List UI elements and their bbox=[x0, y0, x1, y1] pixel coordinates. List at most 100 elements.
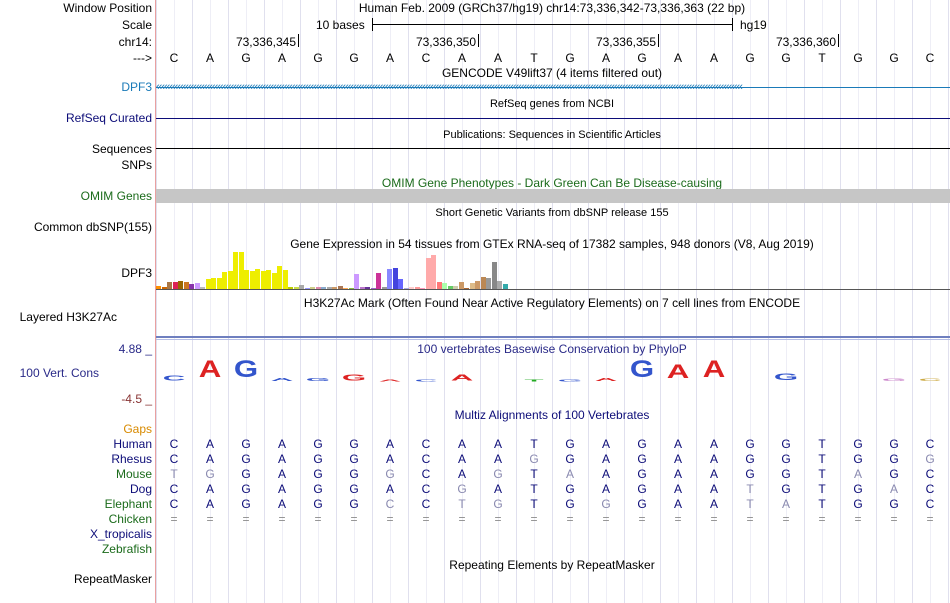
reference-base: A bbox=[457, 51, 466, 65]
gtex-tissue-bar[interactable] bbox=[420, 287, 425, 290]
species-label[interactable]: Rhesus bbox=[111, 452, 152, 466]
gtex-tissue-bar[interactable] bbox=[255, 268, 260, 290]
repeatmasker-label[interactable]: RepeatMasker bbox=[73, 572, 152, 586]
gtex-tissue-bar[interactable] bbox=[458, 281, 464, 290]
gtex-tissue-bar[interactable] bbox=[436, 281, 442, 290]
vert-cons-label[interactable]: 100 Vert. Cons bbox=[19, 366, 99, 380]
publications-sequence-line[interactable] bbox=[156, 148, 950, 149]
gtex-tissue-bar[interactable] bbox=[425, 258, 431, 290]
gtex-tissue-bar[interactable] bbox=[398, 279, 403, 290]
gtex-tissue-bar[interactable] bbox=[365, 286, 370, 290]
gtex-tissue-bar[interactable] bbox=[260, 271, 266, 290]
gtex-tissue-bar[interactable] bbox=[194, 282, 200, 290]
gtex-tissue-bar[interactable] bbox=[244, 269, 249, 290]
gtex-tissue-bar[interactable] bbox=[359, 286, 365, 290]
species-label[interactable]: Human bbox=[113, 437, 152, 451]
gtex-tissue-bar[interactable] bbox=[343, 287, 348, 290]
gtex-tissue-bar[interactable] bbox=[227, 271, 233, 290]
genome-browser-image[interactable]: Human Feb. 2009 (GRCh37/hg19) chr14:73,3… bbox=[156, 0, 950, 603]
gtex-gene-label[interactable]: DPF3 bbox=[121, 266, 152, 280]
gtex-tissue-bar[interactable] bbox=[178, 280, 183, 290]
gtex-tissue-bar[interactable] bbox=[354, 274, 359, 290]
refseq-gene-line[interactable] bbox=[156, 118, 950, 119]
gtex-tissue-bar[interactable] bbox=[387, 268, 392, 290]
gtex-tissue-bar[interactable] bbox=[205, 279, 211, 290]
gtex-tissue-bar[interactable] bbox=[321, 286, 326, 290]
species-label[interactable]: X_tropicalis bbox=[89, 527, 152, 541]
layered-h3k27ac-label[interactable]: Layered H3K27Ac bbox=[19, 310, 117, 324]
gtex-tissue-bar[interactable] bbox=[167, 281, 172, 290]
gtex-tissue-bar[interactable] bbox=[431, 255, 436, 290]
gtex-tissue-bar[interactable] bbox=[161, 286, 167, 290]
gtex-tissue-bar[interactable] bbox=[409, 286, 414, 290]
gtex-tissue-bar[interactable] bbox=[403, 287, 409, 290]
gtex-tissue-bar[interactable] bbox=[293, 286, 299, 290]
gtex-tissue-bar[interactable] bbox=[381, 286, 387, 290]
gtex-tissue-bar[interactable] bbox=[392, 267, 398, 290]
common-dbsnp-label[interactable]: Common dbSNP(155) bbox=[33, 220, 152, 234]
gtex-tissue-bar[interactable] bbox=[376, 273, 381, 290]
gtex-tissue-bar[interactable] bbox=[277, 265, 282, 290]
gtex-tissue-bar[interactable] bbox=[491, 261, 497, 290]
scale-bar bbox=[372, 24, 732, 25]
gtex-tissue-bar[interactable] bbox=[486, 278, 491, 290]
gtex-tissue-bar[interactable] bbox=[222, 272, 227, 290]
gtex-tissue-bar[interactable] bbox=[282, 269, 288, 290]
refseq-curated-label[interactable]: RefSeq Curated bbox=[65, 111, 152, 125]
aligned-base: A bbox=[709, 467, 718, 481]
gtex-tissue-bar[interactable] bbox=[464, 287, 469, 290]
gtex-tissue-bar[interactable] bbox=[233, 252, 238, 290]
species-label[interactable]: Elephant bbox=[104, 497, 152, 511]
gtex-tissue-bar[interactable] bbox=[266, 269, 271, 290]
gaps-label[interactable]: Gaps bbox=[123, 422, 152, 436]
conservation-letter: C bbox=[414, 378, 438, 383]
omim-genes-label[interactable]: OMIM Genes bbox=[80, 189, 152, 203]
gtex-tissue-bar[interactable] bbox=[497, 280, 502, 290]
species-label[interactable]: Chicken bbox=[108, 512, 152, 526]
gtex-tissue-bar[interactable] bbox=[442, 282, 447, 290]
gtex-tissue-bar[interactable] bbox=[288, 286, 293, 290]
gtex-tissue-bar[interactable] bbox=[200, 286, 205, 290]
gtex-tissue-bar[interactable] bbox=[348, 287, 354, 290]
gtex-tissue-bar[interactable] bbox=[475, 280, 480, 290]
gtex-tissue-bar[interactable] bbox=[156, 285, 161, 290]
conservation-letter: G bbox=[773, 371, 799, 383]
gtex-tissue-bar[interactable] bbox=[453, 285, 458, 290]
gtex-tissue-bar[interactable] bbox=[447, 285, 453, 290]
gtex-tissue-bar[interactable] bbox=[299, 284, 304, 290]
h3k27ac-signal-band[interactable] bbox=[156, 336, 950, 338]
gtex-tissue-bar[interactable] bbox=[172, 281, 178, 290]
gtex-tissue-bar[interactable] bbox=[271, 273, 277, 290]
gtex-tissue-bar[interactable] bbox=[414, 286, 420, 290]
gtex-tissue-bar[interactable] bbox=[315, 286, 321, 290]
gtex-tissue-bar[interactable] bbox=[238, 252, 244, 290]
gtex-tissue-bar[interactable] bbox=[337, 285, 343, 290]
omim-feature-bar[interactable] bbox=[156, 189, 950, 203]
gtex-tissue-bar[interactable] bbox=[189, 283, 194, 290]
gtex-tissue-bar[interactable] bbox=[502, 283, 508, 290]
sequences-label[interactable]: Sequences bbox=[91, 142, 152, 156]
gtex-tissue-bar[interactable] bbox=[370, 287, 376, 290]
gtex-tissue-bar[interactable] bbox=[310, 286, 315, 290]
gtex-tissue-bar[interactable] bbox=[304, 287, 310, 290]
reference-base: T bbox=[818, 51, 826, 65]
gtex-tissue-bar[interactable] bbox=[469, 282, 475, 290]
gtex-tissue-bar[interactable] bbox=[211, 278, 216, 290]
species-label[interactable]: Mouse bbox=[115, 467, 152, 481]
gtex-tissue-bar[interactable] bbox=[183, 281, 189, 290]
gencode-gene-label[interactable]: DPF3 bbox=[121, 80, 152, 94]
species-label[interactable]: Zebrafish bbox=[101, 542, 152, 556]
conservation-letter: A bbox=[270, 376, 294, 383]
aligned-base: A bbox=[277, 452, 286, 466]
aligned-base: T bbox=[818, 482, 826, 496]
gtex-tissue-bar[interactable] bbox=[249, 271, 255, 290]
snps-label[interactable]: SNPs bbox=[121, 158, 152, 172]
gtex-tissue-bar[interactable] bbox=[480, 277, 486, 290]
gtex-tissue-bar[interactable] bbox=[326, 286, 332, 290]
gtex-tissue-bar[interactable] bbox=[216, 278, 222, 290]
aligned-base: G bbox=[313, 482, 323, 496]
gtex-tissue-bar[interactable] bbox=[332, 286, 337, 290]
species-label[interactable]: Dog bbox=[129, 482, 152, 496]
gtex-expression-chart[interactable] bbox=[156, 252, 950, 290]
